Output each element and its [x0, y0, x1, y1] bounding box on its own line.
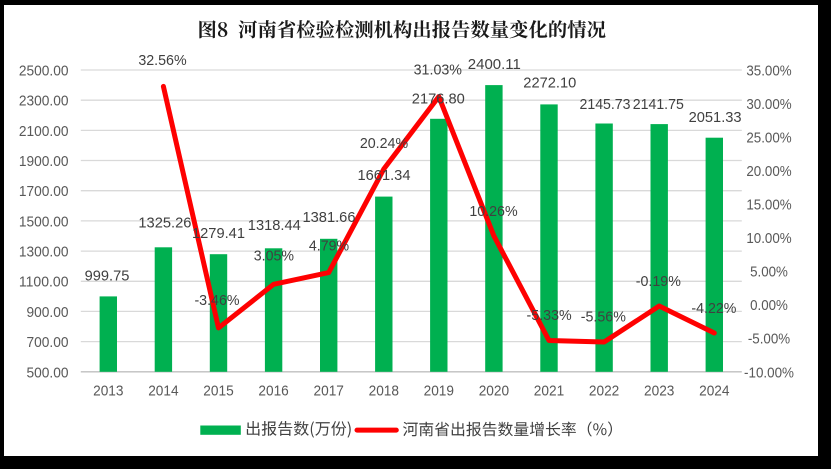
- svg-text:1100.00: 1100.00: [19, 274, 69, 291]
- svg-text:900.00: 900.00: [27, 304, 69, 321]
- svg-text:2300.00: 2300.00: [19, 93, 69, 110]
- svg-text:10.26%: 10.26%: [469, 203, 517, 220]
- svg-text:-0.19%: -0.19%: [636, 273, 681, 290]
- svg-text:2400.11: 2400.11: [468, 56, 521, 73]
- svg-text:2022: 2022: [589, 383, 619, 400]
- svg-text:999.75: 999.75: [85, 268, 130, 285]
- svg-text:35.00%: 35.00%: [746, 63, 791, 80]
- svg-text:2015: 2015: [203, 383, 233, 400]
- svg-text:2018: 2018: [369, 383, 399, 400]
- svg-text:2024: 2024: [699, 383, 729, 400]
- svg-text:2017: 2017: [314, 383, 344, 400]
- svg-text:32.56%: 32.56%: [138, 52, 186, 69]
- svg-text:4.79%: 4.79%: [309, 238, 349, 255]
- svg-text:2021: 2021: [534, 383, 564, 400]
- svg-text:2500.00: 2500.00: [19, 63, 69, 80]
- svg-text:25.00%: 25.00%: [746, 130, 791, 147]
- svg-text:2141.75: 2141.75: [633, 96, 684, 113]
- svg-text:20.24%: 20.24%: [360, 135, 408, 152]
- svg-text:30.00%: 30.00%: [746, 96, 791, 113]
- svg-text:-5.33%: -5.33%: [527, 307, 572, 324]
- svg-text:1700.00: 1700.00: [19, 183, 69, 200]
- svg-text:2100.00: 2100.00: [19, 123, 69, 140]
- svg-text:1325.26: 1325.26: [138, 215, 191, 232]
- svg-text:-5.56%: -5.56%: [581, 309, 626, 326]
- svg-text:2145.73: 2145.73: [580, 96, 631, 113]
- svg-text:-3.46%: -3.46%: [194, 292, 239, 309]
- svg-text:2272.10: 2272.10: [523, 75, 576, 92]
- svg-text:10.00%: 10.00%: [746, 230, 791, 247]
- svg-text:1900.00: 1900.00: [19, 153, 69, 170]
- svg-text:5.00%: 5.00%: [750, 264, 788, 281]
- svg-text:-5.00%: -5.00%: [748, 331, 790, 348]
- svg-text:0.00%: 0.00%: [750, 297, 788, 314]
- svg-text:2023: 2023: [644, 383, 674, 400]
- svg-text:2176.80: 2176.80: [412, 91, 465, 108]
- svg-text:2020: 2020: [479, 383, 509, 400]
- svg-text:2014: 2014: [148, 383, 178, 400]
- svg-text:2016: 2016: [258, 383, 288, 400]
- svg-text:1500.00: 1500.00: [19, 213, 69, 230]
- svg-text:1300.00: 1300.00: [19, 244, 69, 261]
- svg-text:31.03%: 31.03%: [414, 61, 462, 78]
- svg-text:3.05%: 3.05%: [254, 248, 294, 265]
- svg-text:1381.66: 1381.66: [303, 209, 356, 226]
- svg-text:500.00: 500.00: [27, 364, 69, 381]
- svg-text:1279.41: 1279.41: [192, 225, 245, 242]
- svg-text:15.00%: 15.00%: [746, 197, 791, 214]
- svg-text:2013: 2013: [93, 383, 123, 400]
- svg-text:2019: 2019: [424, 383, 454, 400]
- svg-text:2051.33: 2051.33: [689, 109, 742, 126]
- svg-text:1318.44: 1318.44: [248, 217, 301, 234]
- svg-text:700.00: 700.00: [27, 334, 69, 351]
- svg-text:-10.00%: -10.00%: [744, 364, 794, 381]
- svg-text:-4.22%: -4.22%: [691, 300, 736, 317]
- svg-text:1661.34: 1661.34: [358, 167, 411, 184]
- svg-text:20.00%: 20.00%: [746, 163, 791, 180]
